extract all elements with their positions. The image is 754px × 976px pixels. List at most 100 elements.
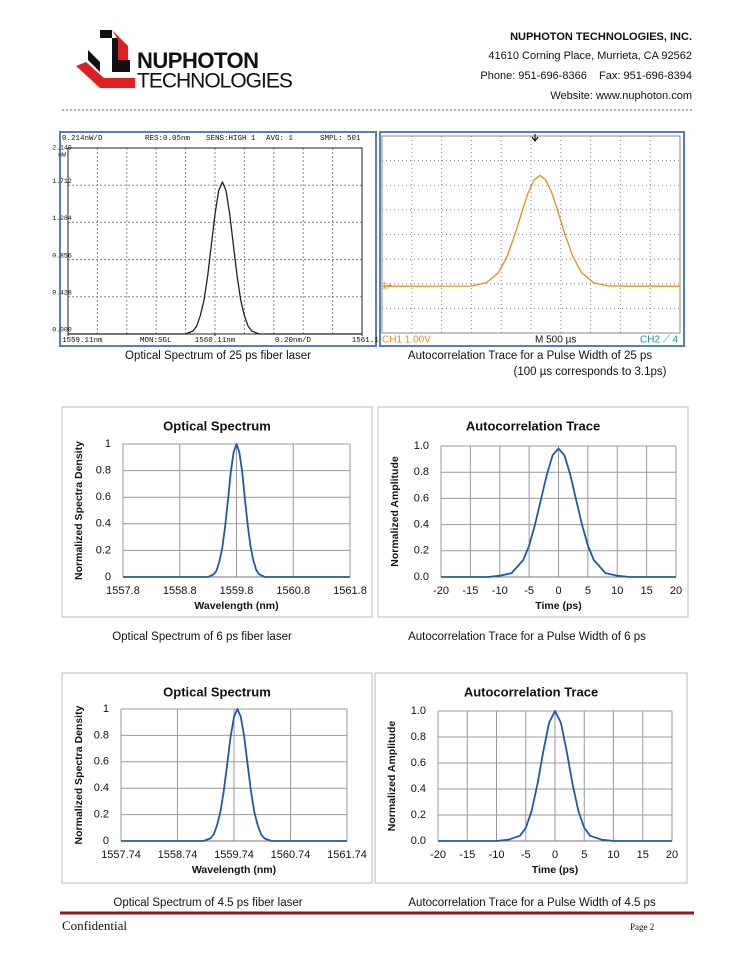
x-tick-label: -20	[433, 585, 449, 597]
status-text: 0.20nm/D	[275, 337, 312, 345]
y-tick-label: 1.0	[411, 705, 426, 717]
x-tick-label: 10	[607, 849, 619, 861]
y-tick-label: 0.2	[414, 545, 429, 557]
chart-frame	[61, 406, 373, 618]
data-line	[381, 174, 681, 287]
footer-right: Page 2	[630, 922, 654, 932]
caption: (100 µs corresponds to 3.1ps)	[513, 366, 666, 378]
caption: Autocorrelation Trace for a Pulse Width …	[408, 897, 656, 909]
data-line	[121, 708, 347, 842]
logo: NUPHOTON TECHNOLOGIES	[76, 30, 294, 93]
data-line	[438, 710, 672, 842]
y-tick-label: 0.6	[94, 756, 109, 768]
x-tick-label: 1561.74	[327, 849, 367, 861]
x-tick-label: 20	[670, 585, 682, 597]
y-tick-label: 0.6	[96, 491, 111, 503]
y-tick-label: 0.4	[414, 519, 429, 531]
caption: Autocorrelation Trace for a Pulse Width …	[408, 350, 652, 362]
y-tick-label: 0	[103, 835, 109, 847]
chart-title: Autocorrelation Trace	[464, 684, 598, 699]
x-axis-label: Wavelength (nm)	[194, 600, 278, 612]
x-tick-label: 15	[637, 849, 649, 861]
x-tick-label: 1560.8	[276, 585, 310, 597]
y-axis-label: Normalized Spectra Density	[73, 441, 85, 580]
status-text: MON:SGL	[140, 337, 172, 345]
y-tick-label: 0	[105, 571, 111, 583]
logo-shape	[100, 30, 130, 72]
footer-left: Confidential	[62, 918, 127, 933]
address: 41610 Corning Place, Murrieta, CA 92562	[488, 50, 692, 62]
plot-area	[67, 147, 363, 335]
chart-frame	[377, 406, 689, 618]
y-tick-label: 0.6	[411, 757, 426, 769]
caption: Optical Spectrum of 4.5 ps fiber laser	[113, 897, 302, 909]
y-axis-label: Normalized Spectra Density	[73, 705, 85, 844]
x-tick-label: -15	[462, 585, 478, 597]
y-tick-label: 0.8	[96, 465, 111, 477]
caption: Optical Spectrum of 6 ps fiber laser	[112, 631, 292, 643]
logo-text: NUPHOTON	[137, 48, 259, 73]
data-line	[68, 181, 362, 335]
chart-frame	[374, 672, 688, 884]
x-axis-label: Time (ps)	[532, 864, 578, 876]
data-line	[441, 447, 676, 578]
x-tick-label: -10	[492, 585, 508, 597]
chart-frame	[379, 131, 685, 347]
status-text: RES:0.05nm	[145, 135, 191, 143]
y-axis-label: Normalized Amplitude	[386, 721, 398, 832]
chart-title: Optical Spectrum	[163, 684, 271, 699]
chart-title: Autocorrelation Trace	[466, 418, 600, 433]
y-tick-label: 1	[105, 438, 111, 450]
y-tick-label: 0.2	[96, 544, 111, 556]
y-tick-label: 0.428	[52, 290, 72, 297]
trigger-marker	[531, 134, 539, 142]
x-tick-label: -10	[489, 849, 505, 861]
y-tick-label: 0.4	[411, 783, 426, 795]
data-line	[123, 443, 350, 578]
x-axis-label: Wavelength (nm)	[192, 864, 276, 876]
company-name: NUPHOTON TECHNOLOGIES, INC.	[510, 31, 692, 43]
timebase-label: M 500 µs	[535, 335, 576, 346]
x-tick-label: 1561.8	[333, 585, 367, 597]
y-tick-label: 0.0	[414, 571, 429, 583]
status-text: 0.214nW/D	[62, 135, 103, 143]
logo-shape	[76, 62, 135, 88]
x-tick-label: 1559.8	[220, 585, 254, 597]
caption: Optical Spectrum of 25 ps fiber laser	[125, 350, 311, 362]
x-tick-label: 1561.11nm	[352, 337, 393, 345]
y-axis-label: Normalized Amplitude	[389, 456, 401, 567]
y-unit: nW	[58, 152, 66, 159]
x-tick-label: 0	[555, 585, 561, 597]
x-tick-label: 1559.11nm	[62, 337, 103, 345]
y-tick-label: 0.0	[411, 835, 426, 847]
channel-label: CH1 1.00V	[382, 335, 431, 346]
chart-frame	[61, 672, 373, 884]
y-tick-label: 1.712	[52, 178, 72, 185]
logo-shape	[112, 30, 128, 60]
x-tick-label: 1558.74	[158, 849, 198, 861]
y-tick-label: 0.4	[96, 518, 111, 530]
phone: Phone: 951-696-8366 Fax: 951-696-8394	[480, 70, 692, 82]
y-tick-label: 0.856	[52, 252, 72, 259]
logo-text: TECHNOLOGIES	[137, 70, 293, 93]
chart-frame	[59, 131, 377, 347]
x-tick-label: 1559.74	[214, 849, 254, 861]
x-tick-label: 1558.8	[163, 585, 197, 597]
plot-area	[381, 135, 681, 334]
logo-shape	[88, 50, 100, 72]
x-tick-label: 5	[585, 585, 591, 597]
x-tick-label: 0	[552, 849, 558, 861]
y-tick-label: 0.8	[414, 466, 429, 478]
ground-marker: 1+	[382, 281, 392, 291]
status-text: AVG: 1	[266, 135, 294, 143]
status-text: SMPL: 501	[320, 135, 361, 143]
y-tick-label: 1	[103, 703, 109, 715]
x-tick-label: 1557.8	[106, 585, 140, 597]
y-tick-label: 0.6	[414, 492, 429, 504]
y-tick-label: 1.284	[52, 215, 72, 222]
y-tick-label: 0.8	[411, 731, 426, 743]
status-text: SENS:HIGH 1	[206, 135, 256, 143]
x-tick-label: -5	[524, 585, 534, 597]
y-tick-label: 0.000	[52, 327, 72, 334]
